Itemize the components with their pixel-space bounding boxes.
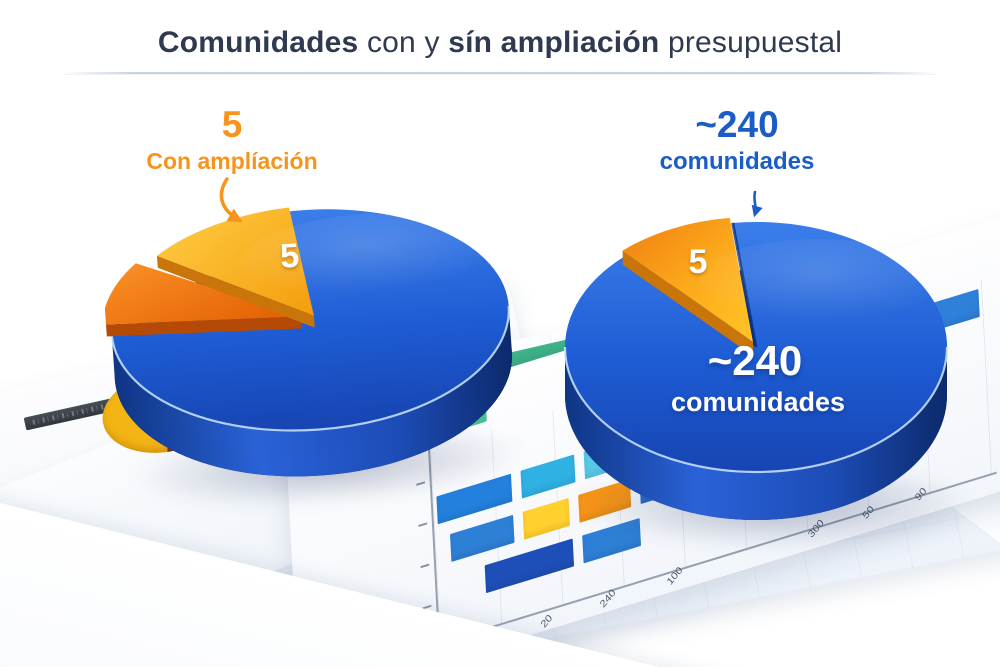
right-pie-center-label: comunidades [670,387,846,417]
title-text-bold: sín ampliación [448,26,660,59]
right-pie-slice-value-label: 5 [688,243,708,281]
pie-chart-sin-ampliacion: 5 ~240 comunidades [560,215,952,527]
left-pie-gloss [241,212,492,295]
right-callout-label: comunidades [659,147,815,175]
axis-tick-mark [418,522,428,528]
right-callout: ~240 comunidades [637,104,837,175]
left-pie-slice-value-label: 5 [278,236,301,276]
bg-bar-segment [449,514,515,562]
left-callout-value: 5 [221,104,243,145]
title-text: con y [358,26,449,59]
right-pie-rim-highlight [563,346,949,474]
left-pie-svg [102,207,513,477]
title-block: Comunidades con y sín ampliación presupu… [0,0,1000,74]
right-pie-orange-wedge [622,217,753,356]
left-callout: 5 Con amplíación [132,104,332,174]
right-pie-gloss [698,239,938,323]
bg-axis-tick-label: 20 [538,612,555,631]
left-callout-arrow-icon [219,177,243,223]
right-pie-center-value: ~240 [707,337,803,384]
right-callout-value: ~240 [695,104,779,145]
pie-chart-con-ampliacion: 5 [98,186,521,505]
left-pie-dark-orange-wedge [102,263,302,337]
title-divider [63,72,937,74]
title-text: presupuestal [659,26,843,59]
page-title: Comunidades con y sín ampliación presupu… [0,0,1000,60]
right-pie-svg [563,217,949,520]
axis-tick-mark [420,563,430,569]
title-text-bold: Comunidades [157,26,359,59]
left-pie-rim-highlight [110,305,510,432]
left-pie-side [111,306,513,477]
right-callout-arrow-icon [751,190,763,218]
right-pie-side [565,347,947,520]
left-callout-label: Con amplíación [146,147,318,174]
